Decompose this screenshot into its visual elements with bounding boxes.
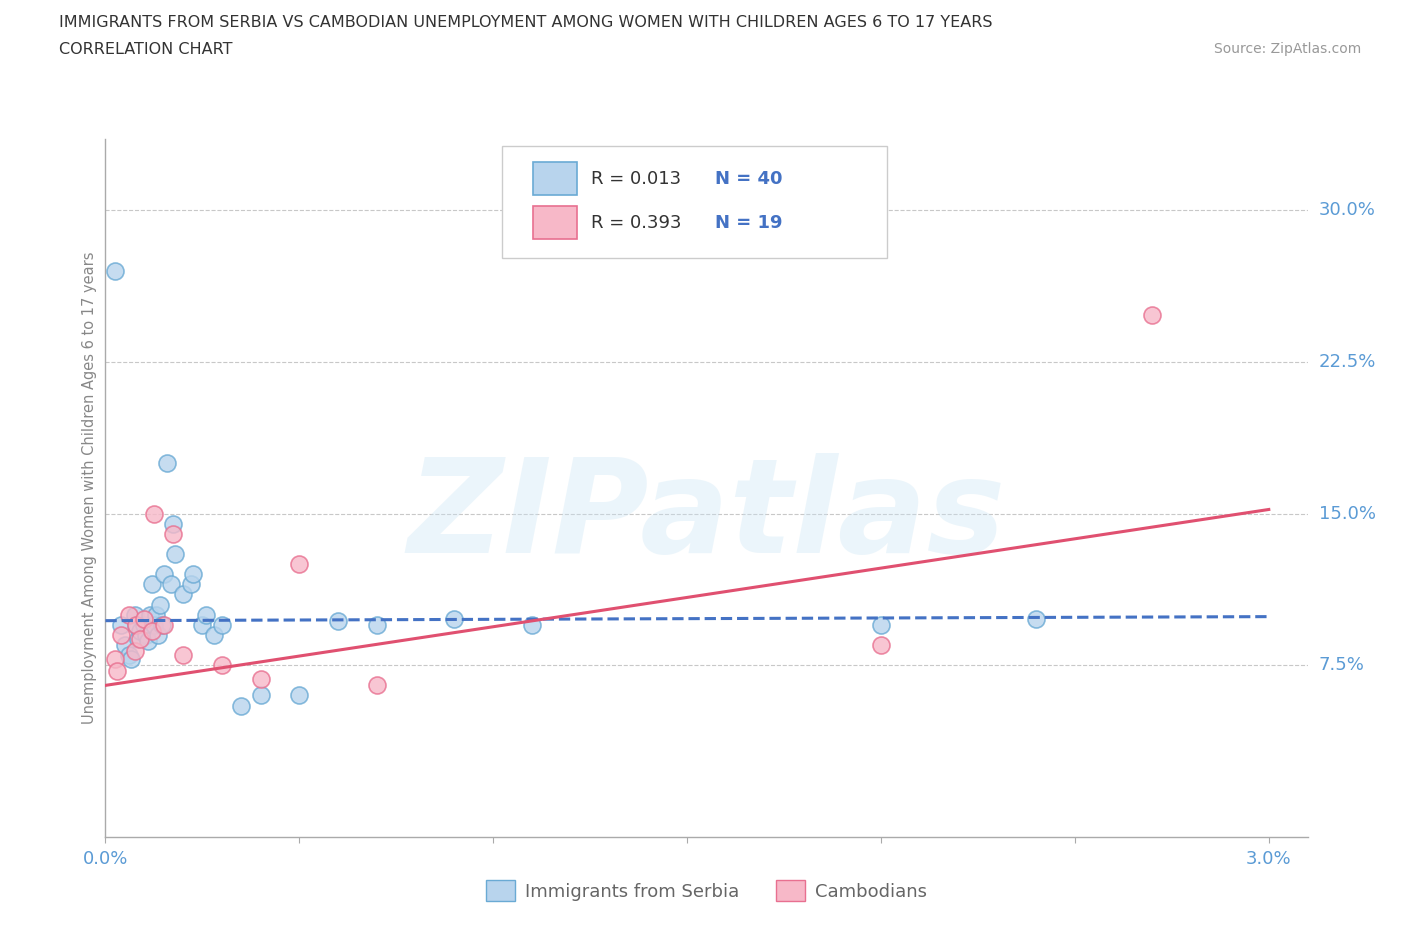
- Point: [366, 678, 388, 693]
- Point: [127, 631, 149, 646]
- Point: [172, 647, 194, 662]
- Point: [118, 647, 141, 662]
- Text: 7.5%: 7.5%: [1319, 657, 1365, 674]
- Point: [162, 526, 184, 541]
- Point: [366, 618, 388, 632]
- FancyBboxPatch shape: [533, 206, 576, 239]
- Point: [120, 652, 142, 667]
- Point: [125, 618, 148, 632]
- Point: [104, 652, 127, 667]
- Point: [124, 607, 146, 622]
- Point: [129, 623, 152, 638]
- Point: [139, 607, 162, 622]
- FancyBboxPatch shape: [502, 147, 887, 259]
- Point: [156, 456, 179, 471]
- Legend: Immigrants from Serbia, Cambodians: Immigrants from Serbia, Cambodians: [478, 873, 935, 909]
- Point: [172, 587, 194, 602]
- Point: [870, 637, 893, 652]
- Text: Source: ZipAtlas.com: Source: ZipAtlas.com: [1213, 42, 1361, 56]
- Point: [1025, 611, 1047, 626]
- Point: [110, 618, 132, 632]
- Point: [105, 664, 128, 679]
- Point: [326, 613, 349, 628]
- Point: [195, 607, 218, 622]
- Point: [150, 618, 173, 632]
- Point: [142, 618, 165, 632]
- Point: [142, 506, 165, 521]
- Point: [180, 577, 202, 591]
- Text: CORRELATION CHART: CORRELATION CHART: [59, 42, 232, 57]
- Point: [162, 516, 184, 531]
- Point: [231, 698, 253, 713]
- Point: [152, 566, 174, 581]
- Point: [202, 628, 225, 643]
- Point: [152, 618, 174, 632]
- Text: R = 0.393: R = 0.393: [591, 214, 682, 232]
- Point: [288, 688, 311, 703]
- Point: [104, 263, 127, 278]
- Point: [249, 671, 271, 686]
- Text: R = 0.013: R = 0.013: [591, 169, 682, 188]
- Point: [160, 577, 183, 591]
- Point: [211, 618, 233, 632]
- Point: [136, 633, 159, 648]
- Text: 30.0%: 30.0%: [1319, 201, 1375, 219]
- Point: [191, 618, 214, 632]
- Y-axis label: Unemployment Among Women with Children Ages 6 to 17 years: Unemployment Among Women with Children A…: [82, 252, 97, 724]
- Point: [135, 628, 157, 643]
- Point: [870, 618, 893, 632]
- Point: [114, 637, 136, 652]
- Point: [141, 577, 163, 591]
- Text: ZIPatlas: ZIPatlas: [408, 453, 1005, 579]
- Text: N = 19: N = 19: [714, 214, 782, 232]
- Point: [181, 566, 204, 581]
- Text: N = 40: N = 40: [714, 169, 782, 188]
- Point: [110, 628, 132, 643]
- Point: [146, 628, 169, 643]
- Point: [124, 644, 146, 658]
- Point: [145, 607, 167, 622]
- Point: [118, 607, 141, 622]
- Point: [249, 688, 271, 703]
- Point: [1142, 308, 1164, 323]
- Text: 15.0%: 15.0%: [1319, 504, 1375, 523]
- Point: [165, 547, 187, 562]
- Point: [134, 611, 156, 626]
- Point: [288, 557, 311, 572]
- Point: [134, 618, 156, 632]
- FancyBboxPatch shape: [533, 162, 576, 195]
- Point: [129, 631, 152, 646]
- Point: [141, 623, 163, 638]
- Text: IMMIGRANTS FROM SERBIA VS CAMBODIAN UNEMPLOYMENT AMONG WOMEN WITH CHILDREN AGES : IMMIGRANTS FROM SERBIA VS CAMBODIAN UNEM…: [59, 15, 993, 30]
- Point: [211, 658, 233, 672]
- Point: [149, 597, 172, 612]
- Point: [520, 618, 543, 632]
- Text: 22.5%: 22.5%: [1319, 352, 1376, 371]
- Point: [125, 618, 148, 632]
- Point: [443, 611, 465, 626]
